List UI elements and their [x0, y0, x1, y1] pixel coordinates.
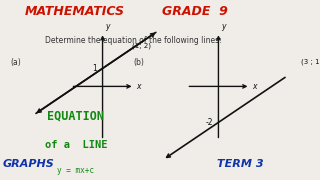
Text: (3 ; 1): (3 ; 1)	[301, 58, 320, 65]
Text: (1; 2): (1; 2)	[132, 42, 151, 49]
Text: EQUATION: EQUATION	[47, 110, 104, 123]
Text: x: x	[137, 82, 141, 91]
Text: -2: -2	[206, 118, 213, 127]
Text: TERM 3: TERM 3	[217, 159, 264, 169]
Text: MATHEMATICS: MATHEMATICS	[25, 5, 124, 18]
Text: of a  LINE: of a LINE	[45, 140, 107, 150]
Text: x: x	[252, 82, 257, 91]
Text: GRAPHS: GRAPHS	[3, 159, 54, 169]
Text: y: y	[105, 22, 110, 31]
Text: y: y	[221, 22, 226, 31]
Text: Determine the equation of the following lines:: Determine the equation of the following …	[45, 36, 221, 45]
Text: 1: 1	[92, 64, 97, 73]
Text: y = mx+c: y = mx+c	[57, 166, 94, 175]
Text: GRADE  9: GRADE 9	[162, 5, 228, 18]
Text: (a): (a)	[11, 58, 21, 67]
Text: (b): (b)	[133, 58, 144, 67]
